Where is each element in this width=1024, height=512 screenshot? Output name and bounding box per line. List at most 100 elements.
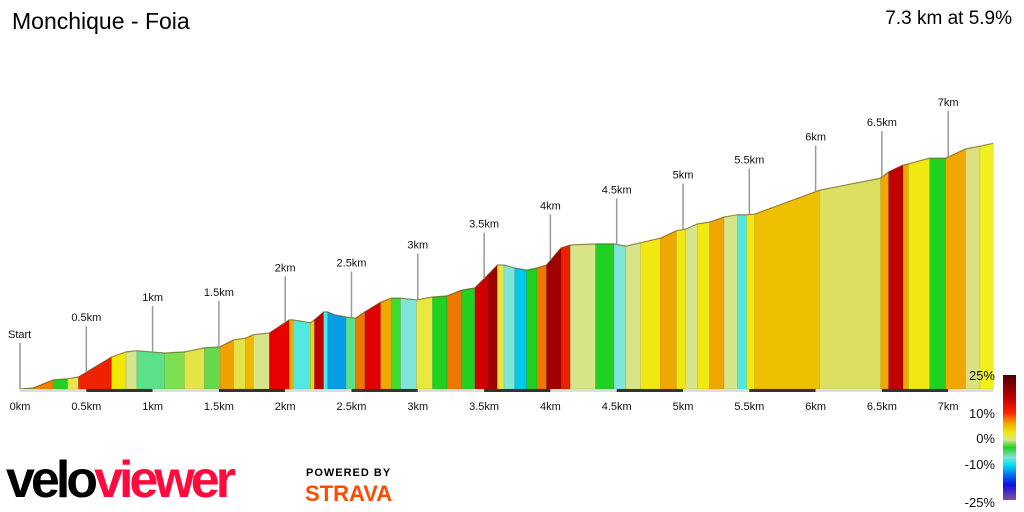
profile-segment [503,264,515,390]
distance-bar-segment [484,389,551,392]
profile-segment [514,267,527,390]
profile-segment [355,311,366,390]
x-tick-label: 3km [407,401,428,413]
distance-bar-segment [683,389,750,392]
profile-segment [269,319,290,390]
km-marker-label: 4.5km [602,184,632,196]
km-marker-label: 2km [275,262,296,274]
km-marker-label: 5km [673,169,694,181]
profile-segment [288,319,294,390]
profile-segment [979,142,994,390]
chart-title: Monchique - Foia [12,8,190,34]
profile-segment [310,319,315,390]
legend-label: 25% [969,368,995,383]
profile-segment [314,311,324,390]
x-tick-label: 3.5km [469,401,499,413]
distance-bar-segment [749,389,816,392]
x-tick-label: 5.5km [734,401,764,413]
distance-bar-segment [616,389,683,392]
x-tick-label: 2.5km [337,401,367,413]
profile-outline [19,142,994,390]
km-marker-label: 4km [540,200,561,212]
profile-segment [709,216,725,390]
profile-segment [660,230,677,390]
distance-bar-segment [86,389,153,392]
distance-bar-segment [815,389,882,392]
profile-segment [723,214,738,390]
profile-segment [487,264,498,390]
gradient-legend: 25% 10% 0% -10% -25% [965,368,1016,510]
x-tick-label: 6.5km [867,401,897,413]
profile-segment [613,243,627,390]
km-marker-label: Start [8,329,31,341]
profile-segment [546,247,562,390]
km-marker-label: 3km [407,240,428,252]
profile-segment [746,213,755,390]
powered-by-label: POWERED BY [306,467,392,479]
x-tick-label: 1.5km [204,401,234,413]
legend-label: 10% [969,406,995,421]
profile-segment [416,296,433,390]
profile-segment [536,264,547,390]
profile-segment [111,351,127,390]
profile-segment [676,228,686,390]
distance-bar-segment [948,389,994,392]
profile-segment [219,339,234,390]
legend-label: -25% [965,495,996,510]
profile-segment [570,243,596,390]
profile-segment [204,346,221,390]
profile-segment [697,221,710,390]
profile-segment [908,157,930,390]
profile-segment [432,295,448,390]
distance-bar-segment [20,389,87,392]
profile-segment [364,301,381,390]
profile-segment [965,145,981,390]
strava-logo: STRAVA [305,481,393,506]
profile-segment [595,243,615,390]
profile-segment [640,237,661,390]
profile-segment [902,163,909,390]
distance-bar-segment [218,389,286,392]
profile-segment [78,356,112,390]
legend-label: -10% [965,457,996,472]
profile-segment [400,297,417,390]
profile-segment [125,350,137,390]
profile-segment [888,164,904,390]
distance-bar-segment [351,389,418,392]
profile-segment [345,316,356,390]
km-marker-label: 1.5km [204,287,234,299]
km-marker-label: 6km [805,132,826,144]
profile-segment [880,171,889,390]
profile-segment [474,274,489,390]
km-marker-label: 7km [938,97,959,109]
profile-segment [136,350,165,390]
profile-segment [497,264,505,390]
profile-segment [945,148,966,390]
km-marker-label: 0.5km [71,312,101,324]
profile-segment [819,177,881,390]
profile-segment [737,214,747,390]
x-tick-label: 0.5km [71,401,101,413]
profile-segment [560,244,571,390]
profile-segment [327,311,335,390]
x-tick-label: 5km [673,401,694,413]
profile-segment [233,337,246,390]
profile-segment [380,297,392,390]
climb-summary: 7.3 km at 5.9% [885,8,1012,29]
km-marker-label: 3.5km [469,219,499,231]
x-tick-label: 6km [805,401,826,413]
profile-segment [253,332,270,390]
profile-segment [184,347,205,390]
profile-segment [292,319,311,390]
profile-segment [391,297,401,390]
x-tick-label: 1km [142,401,163,413]
x-tick-label: 0km [10,401,31,413]
profile-segment [685,223,698,390]
x-tick-label: 4.5km [602,401,632,413]
x-tick-label: 7km [938,401,959,413]
profile-segment [754,189,820,390]
profile-segment [323,311,328,390]
profile-segment [245,334,254,390]
distance-bar-segment [417,389,485,392]
